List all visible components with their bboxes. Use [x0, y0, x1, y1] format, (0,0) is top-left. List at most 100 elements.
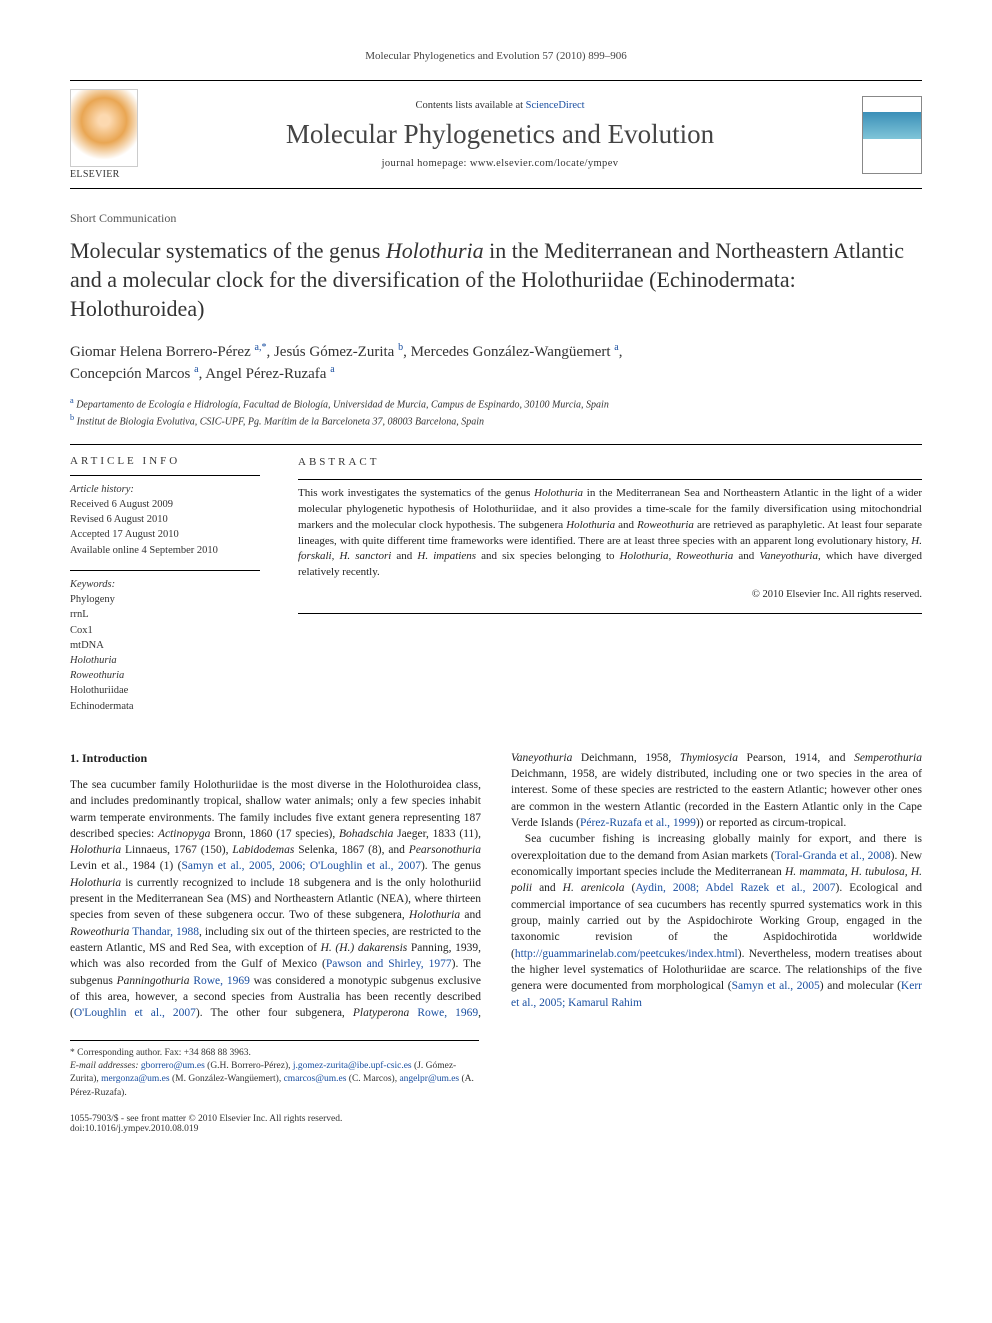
- info-rule-1: [70, 475, 260, 476]
- p1t: Pearson, 1914, and: [738, 752, 854, 764]
- p1p: ). The other four subgenera,: [196, 1007, 353, 1019]
- p1i7: Holothuria: [409, 909, 460, 921]
- email-4-who: (C. Marcos): [349, 1074, 395, 1084]
- p1e: Selenka, 1867 (8), and: [294, 844, 408, 856]
- sciencedirect-link[interactable]: ScienceDirect: [526, 100, 585, 111]
- p1i8: Roweothuria: [70, 926, 129, 938]
- cite-samyn-2005[interactable]: Samyn et al., 2005, 2006; O'Loughlin et …: [181, 860, 421, 872]
- cite-thandar-1988[interactable]: Thandar, 1988: [132, 926, 199, 938]
- abs-m5: and six species belonging to: [476, 550, 620, 562]
- article-type: Short Communication: [70, 211, 922, 226]
- kw-2: Cox1: [70, 625, 93, 636]
- abs-m6: and: [733, 550, 759, 562]
- keywords-block: Keywords: Phylogeny rrnL Cox1 mtDNA Holo…: [70, 577, 260, 714]
- section-1-head: 1. Introduction: [70, 750, 481, 767]
- author-1: Giomar Helena Borrero-Pérez: [70, 344, 251, 360]
- kw-4: Holothuria: [70, 655, 117, 666]
- author-5-aff: a: [330, 364, 334, 375]
- title-genus: Holothuria: [386, 238, 484, 263]
- cite-toral-granda-2008[interactable]: Toral-Granda et al., 2008: [775, 850, 891, 862]
- info-abstract-row: ARTICLE INFO Article history: Received 6…: [70, 455, 922, 726]
- info-rule-2: [70, 570, 260, 571]
- article-title: Molecular systematics of the genus Holot…: [70, 236, 922, 323]
- abs-rule-bottom: [298, 613, 922, 614]
- p1i5: Pearsonothuria: [409, 844, 481, 856]
- cite-aydin-2008[interactable]: Aydin, 2008; Abdel Razek et al., 2007: [635, 882, 835, 894]
- article-info-head: ARTICLE INFO: [70, 455, 260, 467]
- journal-homepage-line: journal homepage: www.elsevier.com/locat…: [150, 158, 850, 169]
- kw-0: Phylogeny: [70, 594, 115, 605]
- p1i10: Panningothuria: [117, 975, 190, 987]
- abs-i7: Vaneyothuria: [759, 550, 818, 562]
- email-3[interactable]: mergonza@um.es: [101, 1074, 169, 1084]
- abs-i1: Holothuria: [534, 487, 583, 499]
- p1i3: Holothuria: [70, 844, 121, 856]
- p1s: Deichmann, 1958,: [572, 752, 680, 764]
- p1i13: Thymiosycia: [680, 752, 738, 764]
- abstract-col: ABSTRACT This work investigates the syst…: [298, 455, 922, 726]
- p2d: (: [624, 882, 635, 894]
- kw-7: Echinodermata: [70, 701, 134, 712]
- journal-title: Molecular Phylogenetics and Evolution: [150, 119, 850, 150]
- rule-top: [70, 444, 922, 445]
- email-5[interactable]: angelpr@um.es: [399, 1074, 459, 1084]
- author-2-pre: , Jesús Gómez-Zurita: [266, 344, 394, 360]
- email-1[interactable]: gborrero@um.es: [141, 1061, 205, 1071]
- p1c: Jaeger, 1833 (11),: [393, 828, 481, 840]
- p2i2: H. arenicola: [563, 882, 625, 894]
- abstract-text: This work investigates the systematics o…: [298, 486, 922, 582]
- affiliation-b-text: Institut de Biologia Evolutiva, CSIC-UPF…: [77, 417, 484, 428]
- email-label: E-mail addresses:: [70, 1061, 139, 1071]
- p1b: Bronn, 1860 (17 species),: [210, 828, 339, 840]
- cite-rowe-1969b[interactable]: Rowe, 1969: [417, 1007, 478, 1019]
- affiliations: a Departamento de Ecología e Hidrología,…: [70, 395, 922, 430]
- p1v: )) or reported as circum-tropical.: [696, 817, 846, 829]
- p1i11: Platyperona: [353, 1007, 409, 1019]
- elsevier-wordmark: ELSEVIER: [70, 169, 138, 180]
- abstract-head: ABSTRACT: [298, 455, 922, 471]
- kw-5: Roweothuria: [70, 670, 124, 681]
- history-online: Available online 4 September 2010: [70, 545, 218, 556]
- history-revised: Revised 6 August 2010: [70, 514, 168, 525]
- abs-m4: and: [391, 550, 417, 562]
- history-accepted: Accepted 17 August 2010: [70, 529, 179, 540]
- p2c: and: [532, 882, 563, 894]
- p1i6: Holothuria: [70, 877, 121, 889]
- abs-rule: [298, 479, 922, 480]
- link-guammarinelab[interactable]: http://guammarinelab.com/peetcukes/index…: [515, 948, 738, 960]
- p1d: Linnaeus, 1767 (150),: [121, 844, 232, 856]
- email-2[interactable]: j.gomez-zurita@ibe.upf-csic.es: [293, 1061, 412, 1071]
- running-journal: Molecular Phylogenetics and Evolution: [365, 50, 539, 62]
- abs-m2: and: [615, 519, 637, 531]
- para-2: Sea cucumber fishing is increasing globa…: [511, 831, 922, 1011]
- p1i1: Actinopyga: [158, 828, 210, 840]
- affiliation-a-text: Departamento de Ecología e Hidrología, F…: [76, 399, 609, 410]
- cite-rowe-1969a[interactable]: Rowe, 1969: [193, 975, 250, 987]
- article-history: Article history: Received 6 August 2009 …: [70, 482, 260, 558]
- authors: Giomar Helena Borrero-Pérez a,*, Jesús G…: [70, 341, 922, 385]
- email-3-who: (M. González-Wangüemert): [172, 1074, 279, 1084]
- author-3-pre: , Mercedes González-Wangüemert: [403, 344, 610, 360]
- author-5-pre: , Angel Pérez-Ruzafa: [199, 366, 327, 382]
- email-1-who: (G.H. Borrero-Pérez): [207, 1061, 288, 1071]
- email-addresses: E-mail addresses: gborrero@um.es (G.H. B…: [70, 1060, 479, 1100]
- email-4[interactable]: cmarcos@um.es: [284, 1074, 347, 1084]
- abs-i6: Holothuria, Roweothuria: [620, 550, 734, 562]
- cite-pawson-1977[interactable]: Pawson and Shirley, 1977: [326, 958, 452, 970]
- kw-6: Holothuriidae: [70, 685, 128, 696]
- abs-i2: Holothuria: [566, 519, 615, 531]
- p1i12: Vaneyothuria: [511, 752, 572, 764]
- kw-1: rrnL: [70, 609, 89, 620]
- elsevier-logo: ELSEVIER: [70, 89, 138, 180]
- contents-available-line: Contents lists available at ScienceDirec…: [150, 100, 850, 111]
- p1i14: Semperothuria: [854, 752, 922, 764]
- p1i4: Labidodemas: [232, 844, 294, 856]
- cite-samyn-2005b[interactable]: Samyn et al., 2005: [732, 980, 820, 992]
- running-head: Molecular Phylogenetics and Evolution 57…: [70, 50, 922, 62]
- cite-oloughlin-2007[interactable]: O'Loughlin et al., 2007: [74, 1007, 196, 1019]
- masthead-center: Contents lists available at ScienceDirec…: [150, 100, 850, 169]
- footnotes: * Corresponding author. Fax: +34 868 88 …: [70, 1040, 479, 1100]
- author-3-comma: ,: [619, 344, 623, 360]
- cite-perez-ruzafa-1999[interactable]: Pérez-Ruzafa et al., 1999: [580, 817, 696, 829]
- keywords-label: Keywords:: [70, 579, 115, 590]
